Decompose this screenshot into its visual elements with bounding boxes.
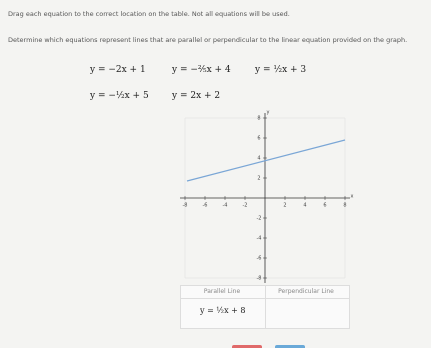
x-tick-label: 2 [283, 203, 286, 209]
x-tick-label: -2 [243, 203, 248, 209]
table-header: Parallel Line [203, 288, 241, 295]
x-tick-label: 4 [303, 203, 306, 209]
y-tick-label: -2 [257, 216, 262, 222]
equation-tile[interactable]: y = −2x + 1 [90, 65, 146, 75]
x-tick-label: -6 [203, 203, 208, 209]
equation-tile[interactable]: y = −½x + 5 [90, 91, 149, 101]
y-tick-label: 2 [257, 176, 260, 182]
given-line [186, 139, 346, 182]
instruction: Determine which equations represent line… [8, 36, 408, 44]
x-tick-label: 8 [343, 203, 346, 209]
equation-tile[interactable]: y = 2x + 2 [172, 91, 221, 101]
table-header: Perpendicular Line [278, 288, 334, 295]
instruction: Drag each equation to the correct locati… [8, 10, 290, 18]
answer-table [180, 285, 350, 329]
y-tick-label: 4 [257, 156, 260, 162]
x-tick-label: -8 [183, 203, 188, 209]
y-tick-label: 6 [257, 136, 260, 142]
equation-tile[interactable]: y = −⅖x + 4 [172, 65, 231, 75]
y-tick-label: -4 [257, 236, 262, 242]
x-axis-label: x [351, 194, 354, 200]
button[interactable] [275, 345, 305, 348]
y-tick-label: -8 [257, 276, 262, 282]
x-tick-label: -4 [223, 203, 228, 209]
equation-tile[interactable]: y = ½x + 3 [255, 65, 307, 75]
y-tick-label: -6 [257, 256, 262, 262]
y-tick-label: 8 [257, 116, 260, 122]
placed-equation[interactable]: y = ½x + 8 [200, 306, 246, 315]
y-axis-label: y [267, 110, 270, 116]
button[interactable] [232, 345, 262, 348]
x-tick-label: 6 [323, 203, 326, 209]
